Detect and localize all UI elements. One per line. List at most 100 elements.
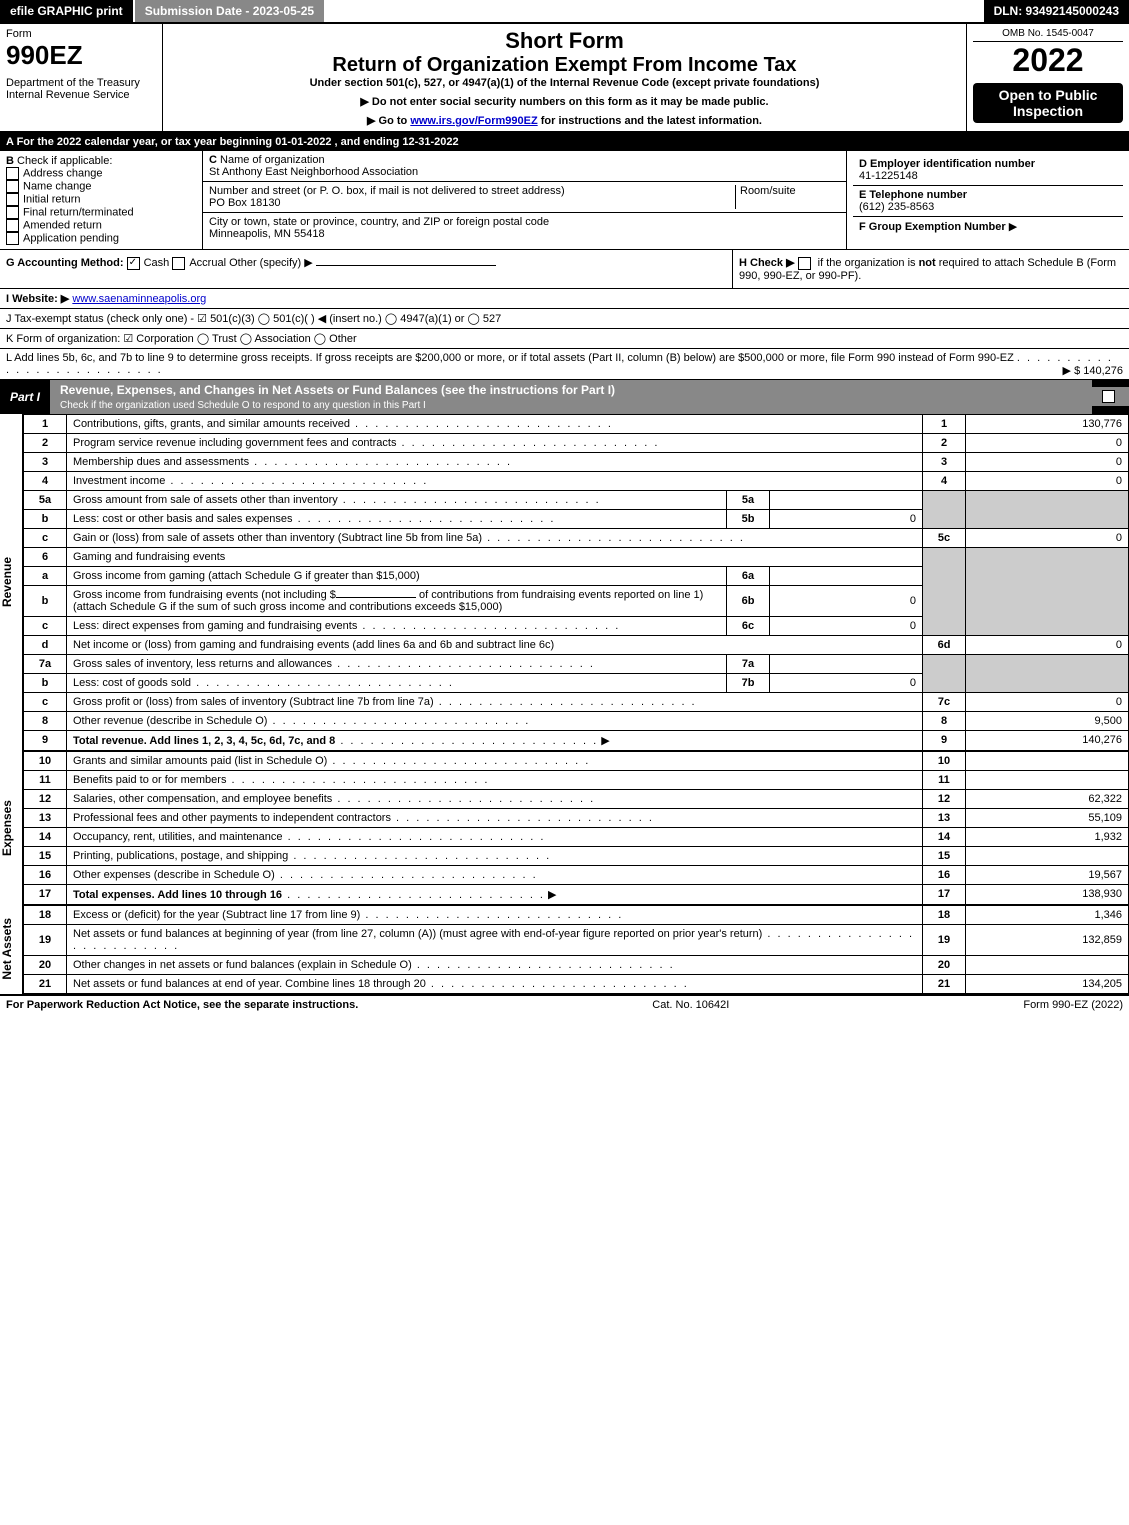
box-def: D Employer identification number 41-1225… xyxy=(847,151,1129,249)
line-11: 11Benefits paid to or for members11 xyxy=(24,770,1129,789)
box-b: B Check if applicable: Address change Na… xyxy=(0,151,203,249)
l3-amt: 0 xyxy=(966,452,1129,471)
room-label: Room/suite xyxy=(740,185,796,197)
l10-col: 10 xyxy=(923,751,966,770)
l15-amt xyxy=(966,846,1129,865)
l2-amt: 0 xyxy=(966,433,1129,452)
l18-amt: 1,346 xyxy=(966,905,1129,924)
checkbox-amended-return[interactable] xyxy=(6,219,19,232)
website-link[interactable]: www.saenaminneapolis.org xyxy=(72,293,206,305)
checkbox-h[interactable] xyxy=(798,257,811,270)
checkbox-accrual[interactable] xyxy=(172,257,185,270)
l11-desc: Benefits paid to or for members xyxy=(73,774,226,786)
l19-col: 19 xyxy=(923,924,966,955)
checkbox-initial-return[interactable] xyxy=(6,193,19,206)
part1-title-text: Revenue, Expenses, and Changes in Net As… xyxy=(60,383,615,397)
l18-desc: Excess or (deficit) for the year (Subtra… xyxy=(73,909,360,921)
submission-date-button[interactable]: Submission Date - 2023-05-25 xyxy=(135,0,324,22)
l12-amt: 62,322 xyxy=(966,789,1129,808)
main-title: Return of Organization Exempt From Incom… xyxy=(169,54,960,77)
checkbox-name-change[interactable] xyxy=(6,180,19,193)
row-a-tax-year: A For the 2022 calendar year, or tax yea… xyxy=(0,133,1129,151)
l7a-no: 7a xyxy=(24,654,67,673)
l21-no: 21 xyxy=(24,974,67,993)
l6b-blank[interactable] xyxy=(336,597,416,598)
line-10: 10Grants and similar amounts paid (list … xyxy=(24,751,1129,770)
irs-link[interactable]: www.irs.gov/Form990EZ xyxy=(410,115,537,127)
l5b-subval: 0 xyxy=(770,509,923,528)
l17-no: 17 xyxy=(24,884,67,904)
h-not: not xyxy=(919,257,936,269)
l4-amt: 0 xyxy=(966,471,1129,490)
l16-desc: Other expenses (describe in Schedule O) xyxy=(73,869,275,881)
l14-col: 14 xyxy=(923,827,966,846)
row-l: L Add lines 5b, 6c, and 7b to line 9 to … xyxy=(0,349,1129,380)
l-amount: ▶ $ 140,276 xyxy=(1063,364,1123,377)
short-form-title: Short Form xyxy=(169,28,960,54)
l13-col: 13 xyxy=(923,808,966,827)
l16-col: 16 xyxy=(923,865,966,884)
l1-col: 1 xyxy=(923,414,966,433)
ssn-warning: ▶ Do not enter social security numbers o… xyxy=(169,95,960,108)
part1-check-text: Check if the organization used Schedule … xyxy=(60,400,426,411)
l12-desc: Salaries, other compensation, and employ… xyxy=(73,793,332,805)
l6b-subval: 0 xyxy=(770,585,923,616)
dept-irs: Internal Revenue Service xyxy=(6,89,156,101)
opt-address-change: Address change xyxy=(23,167,103,179)
net-assets-section: Net Assets 18Excess or (deficit) for the… xyxy=(0,905,1129,994)
checkbox-application-pending[interactable] xyxy=(6,232,19,245)
opt-amended-return: Amended return xyxy=(23,219,102,231)
opt-final-return: Final return/terminated xyxy=(23,206,134,218)
checkbox-final-return[interactable] xyxy=(6,206,19,219)
g-other-input[interactable] xyxy=(316,265,496,266)
line-14: 14Occupancy, rent, utilities, and mainte… xyxy=(24,827,1129,846)
l17-amt: 138,930 xyxy=(966,884,1129,904)
l5b-desc: Less: cost or other basis and sales expe… xyxy=(73,513,293,525)
expenses-section: Expenses 10Grants and similar amounts pa… xyxy=(0,751,1129,905)
l11-no: 11 xyxy=(24,770,67,789)
l18-col: 18 xyxy=(923,905,966,924)
checkbox-address-change[interactable] xyxy=(6,167,19,180)
l9-col: 9 xyxy=(923,730,966,750)
part1-title: Revenue, Expenses, and Changes in Net As… xyxy=(50,380,1092,414)
l9-amt: 140,276 xyxy=(966,730,1129,750)
row-gh: G Accounting Method: Cash Accrual Other … xyxy=(0,250,1129,289)
line-9: 9Total revenue. Add lines 1, 2, 3, 4, 5c… xyxy=(24,730,1129,750)
goto-prefix: ▶ Go to xyxy=(367,115,410,127)
efile-print-button[interactable]: efile GRAPHIC print xyxy=(0,0,135,22)
section-bcd: B Check if applicable: Address change Na… xyxy=(0,151,1129,250)
l2-no: 2 xyxy=(24,433,67,452)
footer-cat-no: Cat. No. 10642I xyxy=(358,999,1023,1011)
addr-value: PO Box 18130 xyxy=(209,197,281,209)
l16-amt: 19,567 xyxy=(966,865,1129,884)
l3-desc: Membership dues and assessments xyxy=(73,456,249,468)
l17-desc: Total expenses. Add lines 10 through 16 xyxy=(73,889,282,901)
checkbox-part1-schedule-o[interactable] xyxy=(1102,390,1115,403)
dln-label: DLN: 93492145000243 xyxy=(984,0,1129,22)
l5c-amt: 0 xyxy=(966,528,1129,547)
l1-desc: Contributions, gifts, grants, and simila… xyxy=(73,418,350,430)
l6a-sub: 6a xyxy=(727,566,770,585)
l14-amt: 1,932 xyxy=(966,827,1129,846)
h-text2: if the organization is xyxy=(818,257,919,269)
goto-link-line: ▶ Go to www.irs.gov/Form990EZ for instru… xyxy=(169,114,960,127)
line-8: 8Other revenue (describe in Schedule O)8… xyxy=(24,711,1129,730)
subtitle: Under section 501(c), 527, or 4947(a)(1)… xyxy=(169,77,960,89)
line-7c: cGross profit or (loss) from sales of in… xyxy=(24,692,1129,711)
l15-desc: Printing, publications, postage, and shi… xyxy=(73,850,288,862)
l18-no: 18 xyxy=(24,905,67,924)
b-check-label: Check if applicable: xyxy=(17,155,112,167)
checkbox-cash[interactable] xyxy=(127,257,140,270)
l5a-no: 5a xyxy=(24,490,67,509)
i-label: I Website: ▶ xyxy=(6,293,69,305)
line-17: 17 Total expenses. Add lines 10 through 1… xyxy=(24,884,1129,904)
l5c-desc: Gain or (loss) from sale of assets other… xyxy=(73,532,482,544)
l11-amt xyxy=(966,770,1129,789)
ein-value: 41-1225148 xyxy=(859,170,918,182)
l5a-subval xyxy=(770,490,923,509)
revenue-side-label: Revenue xyxy=(0,557,22,607)
line-5c: cGain or (loss) from sale of assets othe… xyxy=(24,528,1129,547)
g-other: Other (specify) ▶ xyxy=(229,257,313,269)
opt-initial-return: Initial return xyxy=(23,193,80,205)
l19-desc: Net assets or fund balances at beginning… xyxy=(73,928,762,940)
